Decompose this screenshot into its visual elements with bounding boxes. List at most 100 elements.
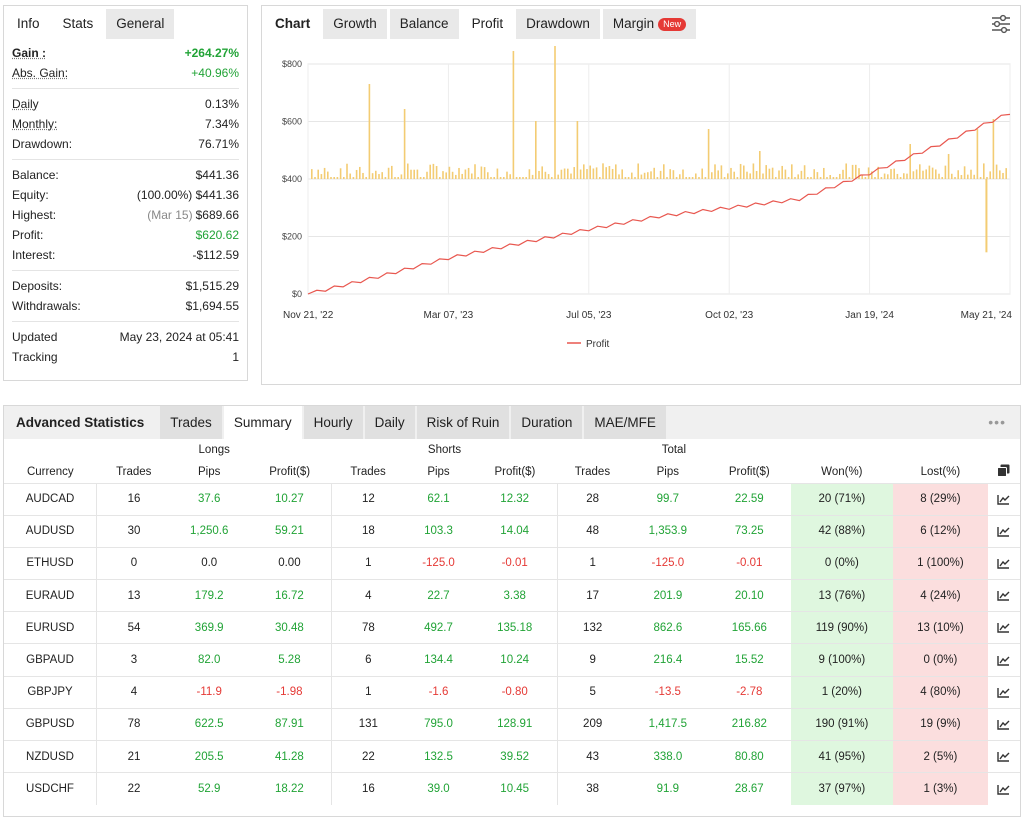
tab-drawdown[interactable]: Drawdown xyxy=(516,9,600,39)
tab-risk-of-ruin[interactable]: Risk of Ruin xyxy=(416,406,510,439)
table-row: AUDUSD 30 1,250.6 59.21 18 103.3 14.04 48 1,353.… xyxy=(4,514,1020,548)
profit-bar xyxy=(813,169,815,179)
table-cell: 22.59 xyxy=(708,482,791,516)
tab-growth[interactable]: Growth xyxy=(323,9,387,39)
profit-bar xyxy=(874,177,876,179)
chart-icon[interactable] xyxy=(987,772,1020,805)
copy-icon[interactable] xyxy=(988,461,1020,483)
tab-margin[interactable]: Margin New xyxy=(602,9,697,39)
table-cell: -125.0 xyxy=(404,546,473,580)
y-tick-label: $200 xyxy=(282,232,302,242)
tab-duration[interactable]: Duration xyxy=(511,406,583,439)
profit-bar xyxy=(797,174,799,179)
profit-bar xyxy=(506,171,508,179)
profit-bar xyxy=(573,167,575,179)
summary-table: Longs Shorts Total Currency Trades Pips … xyxy=(4,439,1020,805)
tab-profit[interactable]: Profit xyxy=(461,9,514,39)
table-cell: 1 (100%) xyxy=(893,546,988,580)
profit-bar xyxy=(733,171,735,179)
table-cell: 4 xyxy=(96,675,171,709)
blank-header xyxy=(791,439,1020,461)
tab-summary[interactable]: Summary xyxy=(223,406,302,439)
profit-bar xyxy=(605,167,607,179)
profit-bar xyxy=(941,177,943,179)
table-cell: 41.28 xyxy=(247,739,332,773)
table-cell: 3.38 xyxy=(472,579,558,612)
table-cell: 87.91 xyxy=(247,707,332,741)
table-cell: 4 xyxy=(331,579,405,612)
y-tick-label: $400 xyxy=(282,174,302,184)
profit-bar xyxy=(586,169,588,179)
stat-abs-gain-value: +40.96% xyxy=(191,66,239,80)
profit-bar xyxy=(375,170,377,179)
tab-trades[interactable]: Trades xyxy=(160,406,222,439)
profit-bar xyxy=(951,173,953,179)
profit-bar xyxy=(928,165,931,179)
chart-icon[interactable] xyxy=(987,739,1020,773)
tab-hourly[interactable]: Hourly xyxy=(303,406,363,439)
table-cell: 0.0 xyxy=(170,546,248,580)
stat-equity: Equity: (100.00%) $441.36 xyxy=(12,185,239,205)
stat-drawdown-label: Drawdown: xyxy=(12,137,73,151)
profit-bar xyxy=(576,121,579,179)
tab-chart[interactable]: Chart xyxy=(275,16,311,31)
table-row: AUDCAD 16 37.6 10.27 12 62.1 12.32 28 99.7 22.59 2… xyxy=(4,482,1020,516)
profit-bar xyxy=(714,164,716,179)
stat-abs-gain-label[interactable]: Abs. Gain: xyxy=(12,66,69,80)
stat-gain-label[interactable]: Gain : xyxy=(12,46,47,60)
chart-icon[interactable] xyxy=(987,546,1020,580)
tab-daily[interactable]: Daily xyxy=(364,406,415,439)
currency-cell: AUDCAD xyxy=(4,482,97,516)
tab-stats[interactable]: Stats xyxy=(52,9,104,39)
profit-bar xyxy=(432,163,435,179)
table-cell: -11.9 xyxy=(170,675,248,709)
profit-bar xyxy=(826,177,828,179)
table-cell: 39.0 xyxy=(404,772,473,805)
profit-bar xyxy=(666,177,668,179)
profit-bar xyxy=(819,177,822,179)
tab-general[interactable]: General xyxy=(106,9,175,39)
chart-icon[interactable] xyxy=(987,643,1020,677)
profit-bar xyxy=(384,177,387,179)
profit-bar xyxy=(1005,168,1007,179)
stat-balance-value: $441.36 xyxy=(195,168,239,182)
table-row: EURUSD 54 369.9 30.48 78 492.7 135.18 132 862.6 1… xyxy=(4,611,1020,644)
stat-daily: Daily 0.13% xyxy=(12,94,239,114)
table-cell: -13.5 xyxy=(627,675,709,709)
profit-bar xyxy=(743,165,745,179)
profit-bar xyxy=(771,167,774,179)
table-cell: 165.66 xyxy=(708,611,791,644)
stat-profit-label: Profit: xyxy=(12,228,44,242)
chart-icon[interactable] xyxy=(987,514,1020,548)
table-cell: -125.0 xyxy=(627,546,709,580)
table-cell: 20 (71%) xyxy=(790,482,894,516)
table-cell: 80.80 xyxy=(708,739,791,773)
ellipsis-icon[interactable]: ••• xyxy=(988,414,1006,430)
chart-icon[interactable] xyxy=(987,611,1020,644)
profit-bar xyxy=(695,173,697,179)
profit-bar xyxy=(426,171,428,179)
chart-icon[interactable] xyxy=(987,707,1020,741)
tab-info[interactable]: Info xyxy=(17,16,40,31)
stat-monthly-label[interactable]: Monthly: xyxy=(12,117,58,131)
sliders-icon[interactable] xyxy=(990,14,1012,34)
new-badge: New xyxy=(658,18,687,31)
profit-bar xyxy=(707,129,710,179)
profit-bar xyxy=(653,167,655,179)
tab-mae-mfe[interactable]: MAE/MFE xyxy=(584,406,666,439)
profit-bar xyxy=(752,163,755,179)
col-won: Won(%) xyxy=(821,465,863,478)
table-cell: 22.7 xyxy=(404,579,473,612)
chart-icon[interactable] xyxy=(987,675,1020,709)
stat-withdrawals-label: Withdrawals: xyxy=(12,299,81,313)
tab-balance[interactable]: Balance xyxy=(389,9,459,39)
profit-bar xyxy=(371,173,374,179)
stat-daily-label[interactable]: Daily xyxy=(12,97,39,111)
profit-bar xyxy=(378,174,380,179)
profit-bar xyxy=(893,168,895,179)
profit-bar xyxy=(784,169,787,179)
chart-icon[interactable] xyxy=(987,579,1020,612)
profit-bar xyxy=(563,168,566,179)
profit-bar xyxy=(522,177,524,179)
chart-icon[interactable] xyxy=(987,482,1020,516)
